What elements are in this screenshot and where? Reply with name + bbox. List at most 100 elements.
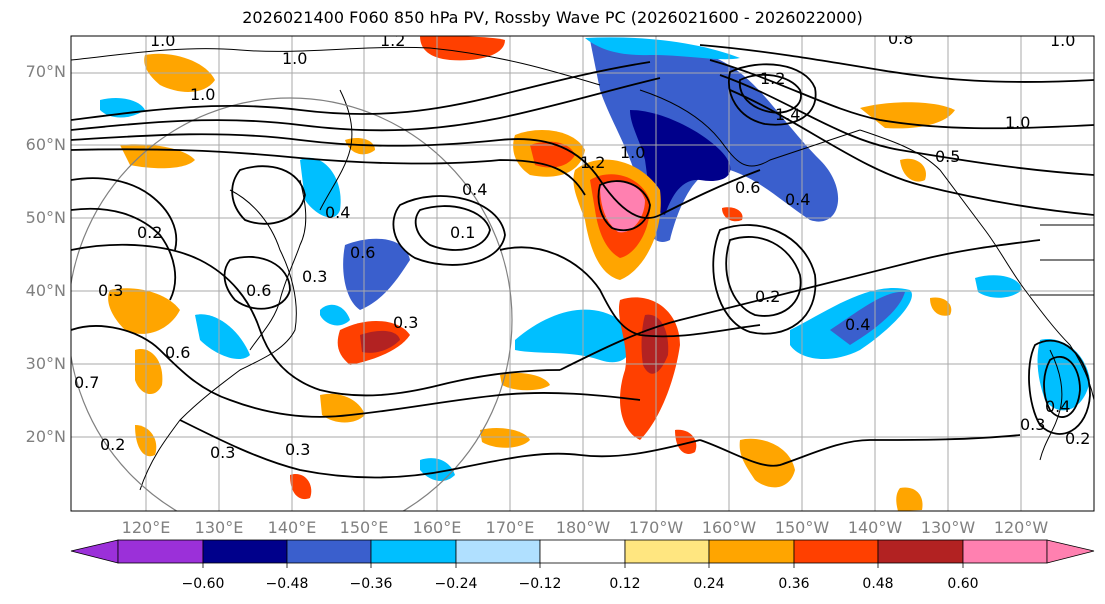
contour-label: 0.4 xyxy=(785,190,810,209)
colorbar-tick-label: 0.60 xyxy=(947,576,979,592)
contour-label: 1.0 xyxy=(1050,31,1075,50)
contour-label: 0.2 xyxy=(137,223,162,242)
pv-anomaly-negative-west-coast xyxy=(975,275,1022,298)
contour-label: 0.3 xyxy=(302,267,327,286)
pv-anomaly-negative-east-china xyxy=(195,314,250,360)
contour-label: 0.1 xyxy=(450,223,475,242)
pv-anomaly-negative-kamchatka xyxy=(343,238,410,310)
pv-shading-layer xyxy=(100,36,1090,511)
contour-label: 1.0 xyxy=(150,31,175,50)
contour-label: 1.0 xyxy=(190,85,215,104)
longitude-label: 150°E xyxy=(339,518,389,537)
map-title: 2026021400 F060 850 hPa PV, Rossby Wave … xyxy=(242,8,863,27)
contour-label: 1.2 xyxy=(760,69,785,88)
latitude-label: 30°N xyxy=(25,354,66,373)
pv-anomaly-positive-china xyxy=(108,288,180,334)
contour-label: 0.4 xyxy=(462,180,487,199)
colorbar-swatch xyxy=(117,539,204,564)
pv-anomaly-positive-bc xyxy=(900,158,926,182)
contour-label: 0.8 xyxy=(888,29,913,48)
colorbar-swatch xyxy=(202,539,288,564)
colorbar xyxy=(70,539,1095,568)
pv-anomaly-positive-marianas xyxy=(290,474,312,500)
colorbar-tick-label: −0.24 xyxy=(434,576,478,592)
contour-label: 1.0 xyxy=(282,49,307,68)
contour-label: 1.0 xyxy=(1005,113,1030,132)
pv-anomaly-negative-yellow-sea xyxy=(320,304,350,326)
contour-label: 1.0 xyxy=(620,143,645,162)
longitude-label: 150°W xyxy=(774,518,830,537)
contour-label-layer: 1.0 1.2 1.0 1.0 0.8 1.0 1.2 1.4 1.0 0.5 … xyxy=(74,29,1090,462)
colorbar-tick-label: 0.12 xyxy=(609,576,641,592)
contour-label: 1.4 xyxy=(775,105,800,124)
pv-anomaly-weak-negative-gulf xyxy=(585,37,740,60)
colorbar-swatch xyxy=(624,539,710,564)
contour-label: 1.2 xyxy=(580,153,605,172)
pv-anomaly-positive-tropical-east xyxy=(500,373,550,391)
longitude-label: 140°E xyxy=(267,518,317,537)
contour-label: 0.4 xyxy=(845,315,870,334)
colorbar-tick-label: −0.12 xyxy=(518,576,562,592)
contour-label: 0.2 xyxy=(1065,429,1090,448)
longitude-label: 180°W xyxy=(555,518,611,537)
longitude-label: 160°W xyxy=(701,518,757,537)
colorbar-swatch xyxy=(877,539,964,564)
pv-anomaly-positive-okhotsk xyxy=(345,138,375,155)
longitude-label: 170°W xyxy=(628,518,684,537)
longitude-label: 130°W xyxy=(920,518,976,537)
colorbar-tick-label: 0.48 xyxy=(862,576,894,592)
contour-label: 0.6 xyxy=(350,243,375,262)
colorbar-extend-low xyxy=(70,539,119,564)
colorbar-tick-label: −0.36 xyxy=(349,576,393,592)
pv-anomaly-positive-south-china xyxy=(135,349,163,395)
contour-label: 0.5 xyxy=(935,147,960,166)
pv-anomaly-positive-mexico xyxy=(896,487,923,511)
colorbar-swatch xyxy=(286,539,372,564)
contour-label: 0.3 xyxy=(98,281,123,300)
colorbar-swatch xyxy=(962,539,1048,564)
latitude-label: 60°N xyxy=(25,135,66,154)
colorbar-extend-high xyxy=(1046,539,1095,564)
contour-label: 1.2 xyxy=(380,31,405,50)
pv-anomaly-positive-line-islands xyxy=(675,429,697,454)
latitude-label: 40°N xyxy=(25,281,66,300)
longitude-label: 120°E xyxy=(121,518,171,537)
contour-label: 0.3 xyxy=(285,440,310,459)
colorbar-swatch xyxy=(455,539,541,564)
colorbar-swatch xyxy=(539,539,626,564)
latitude-label: 50°N xyxy=(25,208,66,227)
colorbar-swatch xyxy=(708,539,795,564)
contour-label: 0.7 xyxy=(74,373,99,392)
pv-anomaly-positive-east-pacific xyxy=(739,438,795,488)
pv-anomaly-positive-marshall xyxy=(480,428,530,448)
latitude-label: 70°N xyxy=(25,62,66,81)
coastlines xyxy=(71,46,1094,491)
contour-label: 0.4 xyxy=(1045,397,1070,416)
colorbar-tick-label: 0.36 xyxy=(778,576,810,592)
longitude-label: 120°W xyxy=(993,518,1049,537)
longitude-label: 160°E xyxy=(412,518,462,537)
colorbar-swatch xyxy=(793,539,879,564)
pv-anomaly-positive-california xyxy=(930,297,952,316)
contour-label: 0.6 xyxy=(246,281,271,300)
range-ring xyxy=(71,97,513,511)
pv-anomaly-positive-midway-core xyxy=(360,330,400,353)
colorbar-tick-label: 0.24 xyxy=(693,576,725,592)
latitude-label: 20°N xyxy=(25,427,66,446)
colorbar-tick-label: −0.48 xyxy=(265,576,309,592)
pv-anomaly-negative-east-pacific-core xyxy=(830,291,905,345)
contour-label: 0.4 xyxy=(325,203,350,222)
contour-label: 0.3 xyxy=(393,313,418,332)
longitude-label: 140°W xyxy=(847,518,903,537)
map-frame xyxy=(70,35,1095,512)
longitude-label: 130°E xyxy=(194,518,244,537)
graticule xyxy=(71,36,1094,511)
pv-anomaly-positive-gulf-alaska xyxy=(860,102,955,129)
longitude-label: 170°E xyxy=(485,518,535,537)
contour-label: 0.3 xyxy=(210,443,235,462)
wave-pc-contours xyxy=(71,44,1094,479)
colorbar-tick-label: −0.60 xyxy=(181,576,225,592)
contour-label: 0.2 xyxy=(755,287,780,306)
pv-anomaly-negative-japan-sea xyxy=(300,157,341,218)
